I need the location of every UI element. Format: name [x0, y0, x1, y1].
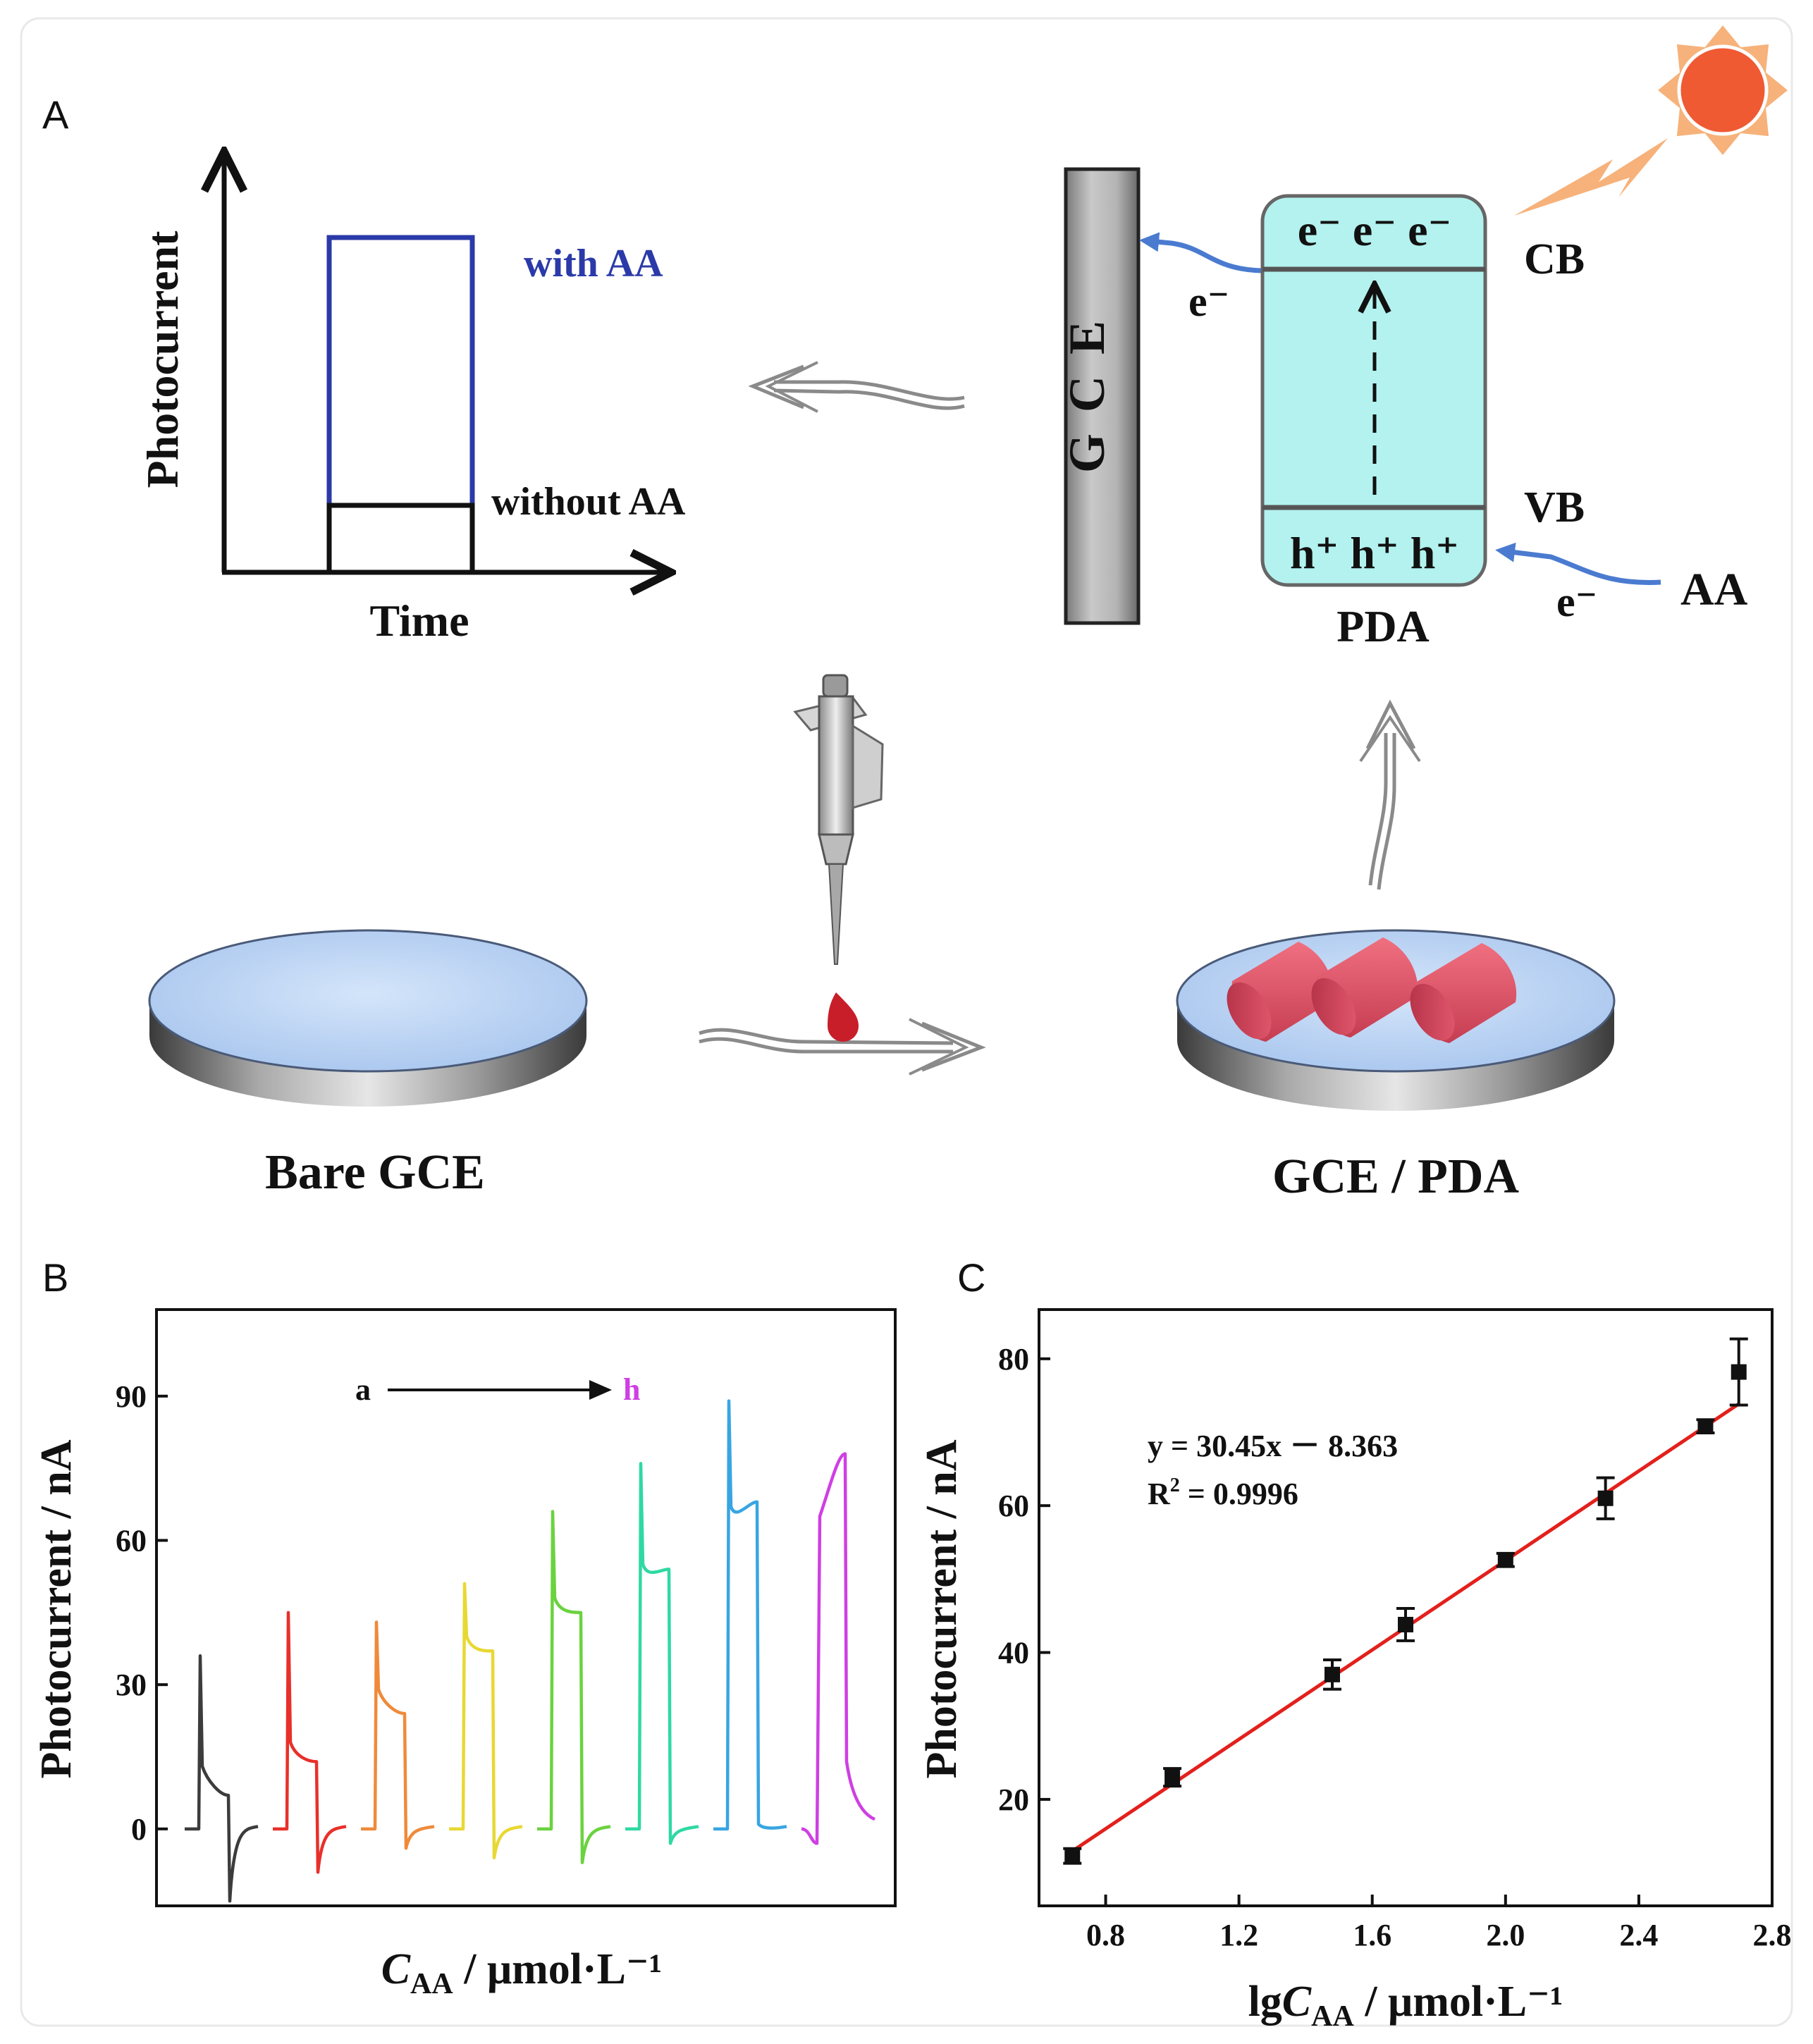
- photocurrent-curve-d: [449, 1582, 523, 1860]
- without-aa-label: without AA: [491, 480, 686, 524]
- panel-c-x-tick-label: 2.4: [1619, 1918, 1658, 1952]
- bare-gce-label: Bare GCE: [265, 1145, 485, 1200]
- panel-b-curves: [185, 1399, 875, 1903]
- panel-c-xlabel-symbol: C: [1282, 1978, 1312, 2026]
- aa-donor-label: AA: [1680, 564, 1748, 615]
- pda-band-diagram: e⁻ e⁻ e⁻ h⁺ h⁺ h⁺ CB VB PDA: [1260, 194, 1585, 651]
- panel-c-plot-frame: [1038, 1308, 1774, 1907]
- pulse-with-aa: [326, 235, 475, 575]
- with-aa-label: with AA: [524, 242, 663, 285]
- schematic-ylabel: Photocurrent: [137, 230, 188, 488]
- panel-b-xlabel-unit: / μmol·L⁻¹: [453, 1945, 663, 1993]
- hollow-arrow-left: [748, 361, 965, 413]
- panel-b-arrow-start: a: [355, 1372, 371, 1407]
- photocurrent-curve-a: [185, 1654, 259, 1903]
- data-point: [1697, 1418, 1714, 1434]
- gce-electrode: G C E: [1059, 167, 1141, 625]
- panel-b-ylabel: Photocurrent / nA: [32, 1439, 80, 1778]
- panel-c-x-tick-label: 0.8: [1086, 1918, 1125, 1952]
- photocurrent-schematic: Photocurrent Time with AA without AA: [137, 156, 686, 646]
- panel-c-chart: 0.8 1.2 1.6 2.0 2.4 2.8 20 40 60 80 y = 30.45x － …: [918, 1308, 1792, 2033]
- panel-c-y-tick-label: 80: [998, 1342, 1029, 1377]
- panel-c-y-tick-label: 20: [998, 1783, 1029, 1817]
- electron-arrow-from-aa: [1495, 542, 1661, 585]
- figure-border: [20, 17, 1793, 2027]
- gce-electrode-label: G C E: [1059, 316, 1115, 473]
- gce-pda-label: GCE / PDA: [1272, 1150, 1519, 1204]
- panel-a-label: A: [42, 92, 69, 137]
- electron-label-gce: e⁻: [1188, 278, 1229, 325]
- panel-c-xlabel: lgCAA / μmol·L⁻¹: [1248, 1978, 1563, 2033]
- photocurrent-curve-e: [537, 1510, 611, 1864]
- data-point: [1731, 1364, 1747, 1380]
- panel-b-xlabel: CAA / μmol·L⁻¹: [381, 1945, 663, 2000]
- schematic-xlabel: Time: [369, 596, 469, 646]
- panel-b-y-tick-label: 30: [116, 1668, 147, 1702]
- panel-c-x-tick-label: 2.8: [1753, 1918, 1792, 1952]
- panel-b-xlabel-sub: AA: [410, 1968, 453, 2000]
- data-point: [1597, 1490, 1614, 1506]
- electrons-label: e⁻ e⁻ e⁻: [1298, 205, 1452, 255]
- vb-label: VB: [1524, 484, 1585, 531]
- photocurrent-curve-h: [801, 1452, 875, 1845]
- pda-tube-3: [1410, 943, 1517, 1043]
- panel-c-x-tick-label: 2.0: [1486, 1918, 1525, 1952]
- data-point: [1497, 1552, 1513, 1568]
- r-squared: R2 = 0.9996: [1148, 1474, 1298, 1511]
- data-point: [1164, 1769, 1181, 1785]
- pda-tube-1: [1227, 942, 1334, 1042]
- panel-c-ticks: 0.8 1.2 1.6 2.0 2.4 2.8 20 40 60 80: [998, 1342, 1792, 1952]
- pulse-without-aa: [326, 503, 475, 575]
- holes-label: h⁺ h⁺ h⁺: [1290, 528, 1459, 578]
- panel-b-plot-frame: [155, 1308, 897, 1907]
- r-squared-value: = 0.9996: [1180, 1477, 1298, 1511]
- data-point: [1398, 1616, 1413, 1632]
- photocurrent-curve-g: [713, 1399, 787, 1831]
- bare-gce-disc: Bare GCE: [148, 929, 588, 1200]
- panel-b-chart: 0 30 60 90 Photocurrent / nA a h CAA / μmol…: [32, 1308, 897, 2000]
- panel-b-y-tick-label: 0: [131, 1812, 147, 1847]
- panel-c-points: [1063, 1337, 1748, 1865]
- panel-b-y-tick-label: 60: [116, 1523, 147, 1558]
- pipette-icon: [793, 674, 884, 965]
- data-point: [1064, 1848, 1081, 1864]
- photocurrent-curve-b: [273, 1611, 347, 1874]
- panel-c-ylabel: Photocurrent / nA: [918, 1439, 966, 1778]
- panel-c-xlabel-prefix: lg: [1248, 1978, 1282, 2026]
- panel-c-xlabel-unit: / μmol·L⁻¹: [1354, 1978, 1563, 2026]
- hollow-arrow-up: [1359, 699, 1421, 890]
- panel-c-xlabel-sub: AA: [1311, 2000, 1354, 2033]
- panel-c-x-tick-label: 1.6: [1353, 1918, 1391, 1952]
- electron-arrow-to-gce: [1139, 232, 1262, 273]
- panel-b-arrow-end: h: [623, 1372, 640, 1407]
- panel-b-y-tick-label: 90: [116, 1379, 147, 1414]
- panel-c-x-tick-label: 1.2: [1219, 1918, 1258, 1952]
- panel-c-label: C: [957, 1255, 985, 1300]
- pda-tube-2: [1311, 937, 1418, 1038]
- pda-label: PDA: [1336, 601, 1430, 651]
- gce-pda-disc: GCE / PDA: [1176, 929, 1616, 1204]
- panel-c-y-tick-label: 60: [998, 1489, 1029, 1523]
- panel-b-label: B: [42, 1255, 68, 1300]
- sun-icon: [1658, 25, 1788, 155]
- cb-label: CB: [1524, 235, 1585, 283]
- light-ray-icon: [1514, 138, 1668, 216]
- panel-b-xlabel-symbol: C: [381, 1945, 411, 1993]
- r-squared-sup: 2: [1170, 1474, 1180, 1496]
- photocurrent-curve-f: [625, 1462, 699, 1845]
- hollow-arrow-right: [699, 1018, 986, 1076]
- fit-equation: y = 30.45x － 8.363: [1148, 1429, 1398, 1463]
- r-squared-symbol: R: [1148, 1477, 1171, 1511]
- droplet-icon: [828, 992, 859, 1042]
- photocurrent-curve-c: [361, 1620, 435, 1850]
- panel-c-y-tick-label: 40: [998, 1636, 1029, 1670]
- data-point: [1325, 1666, 1340, 1682]
- panel-b-y-ticks: 0 30 60 90: [116, 1379, 168, 1847]
- electron-label-aa: e⁻: [1556, 579, 1597, 625]
